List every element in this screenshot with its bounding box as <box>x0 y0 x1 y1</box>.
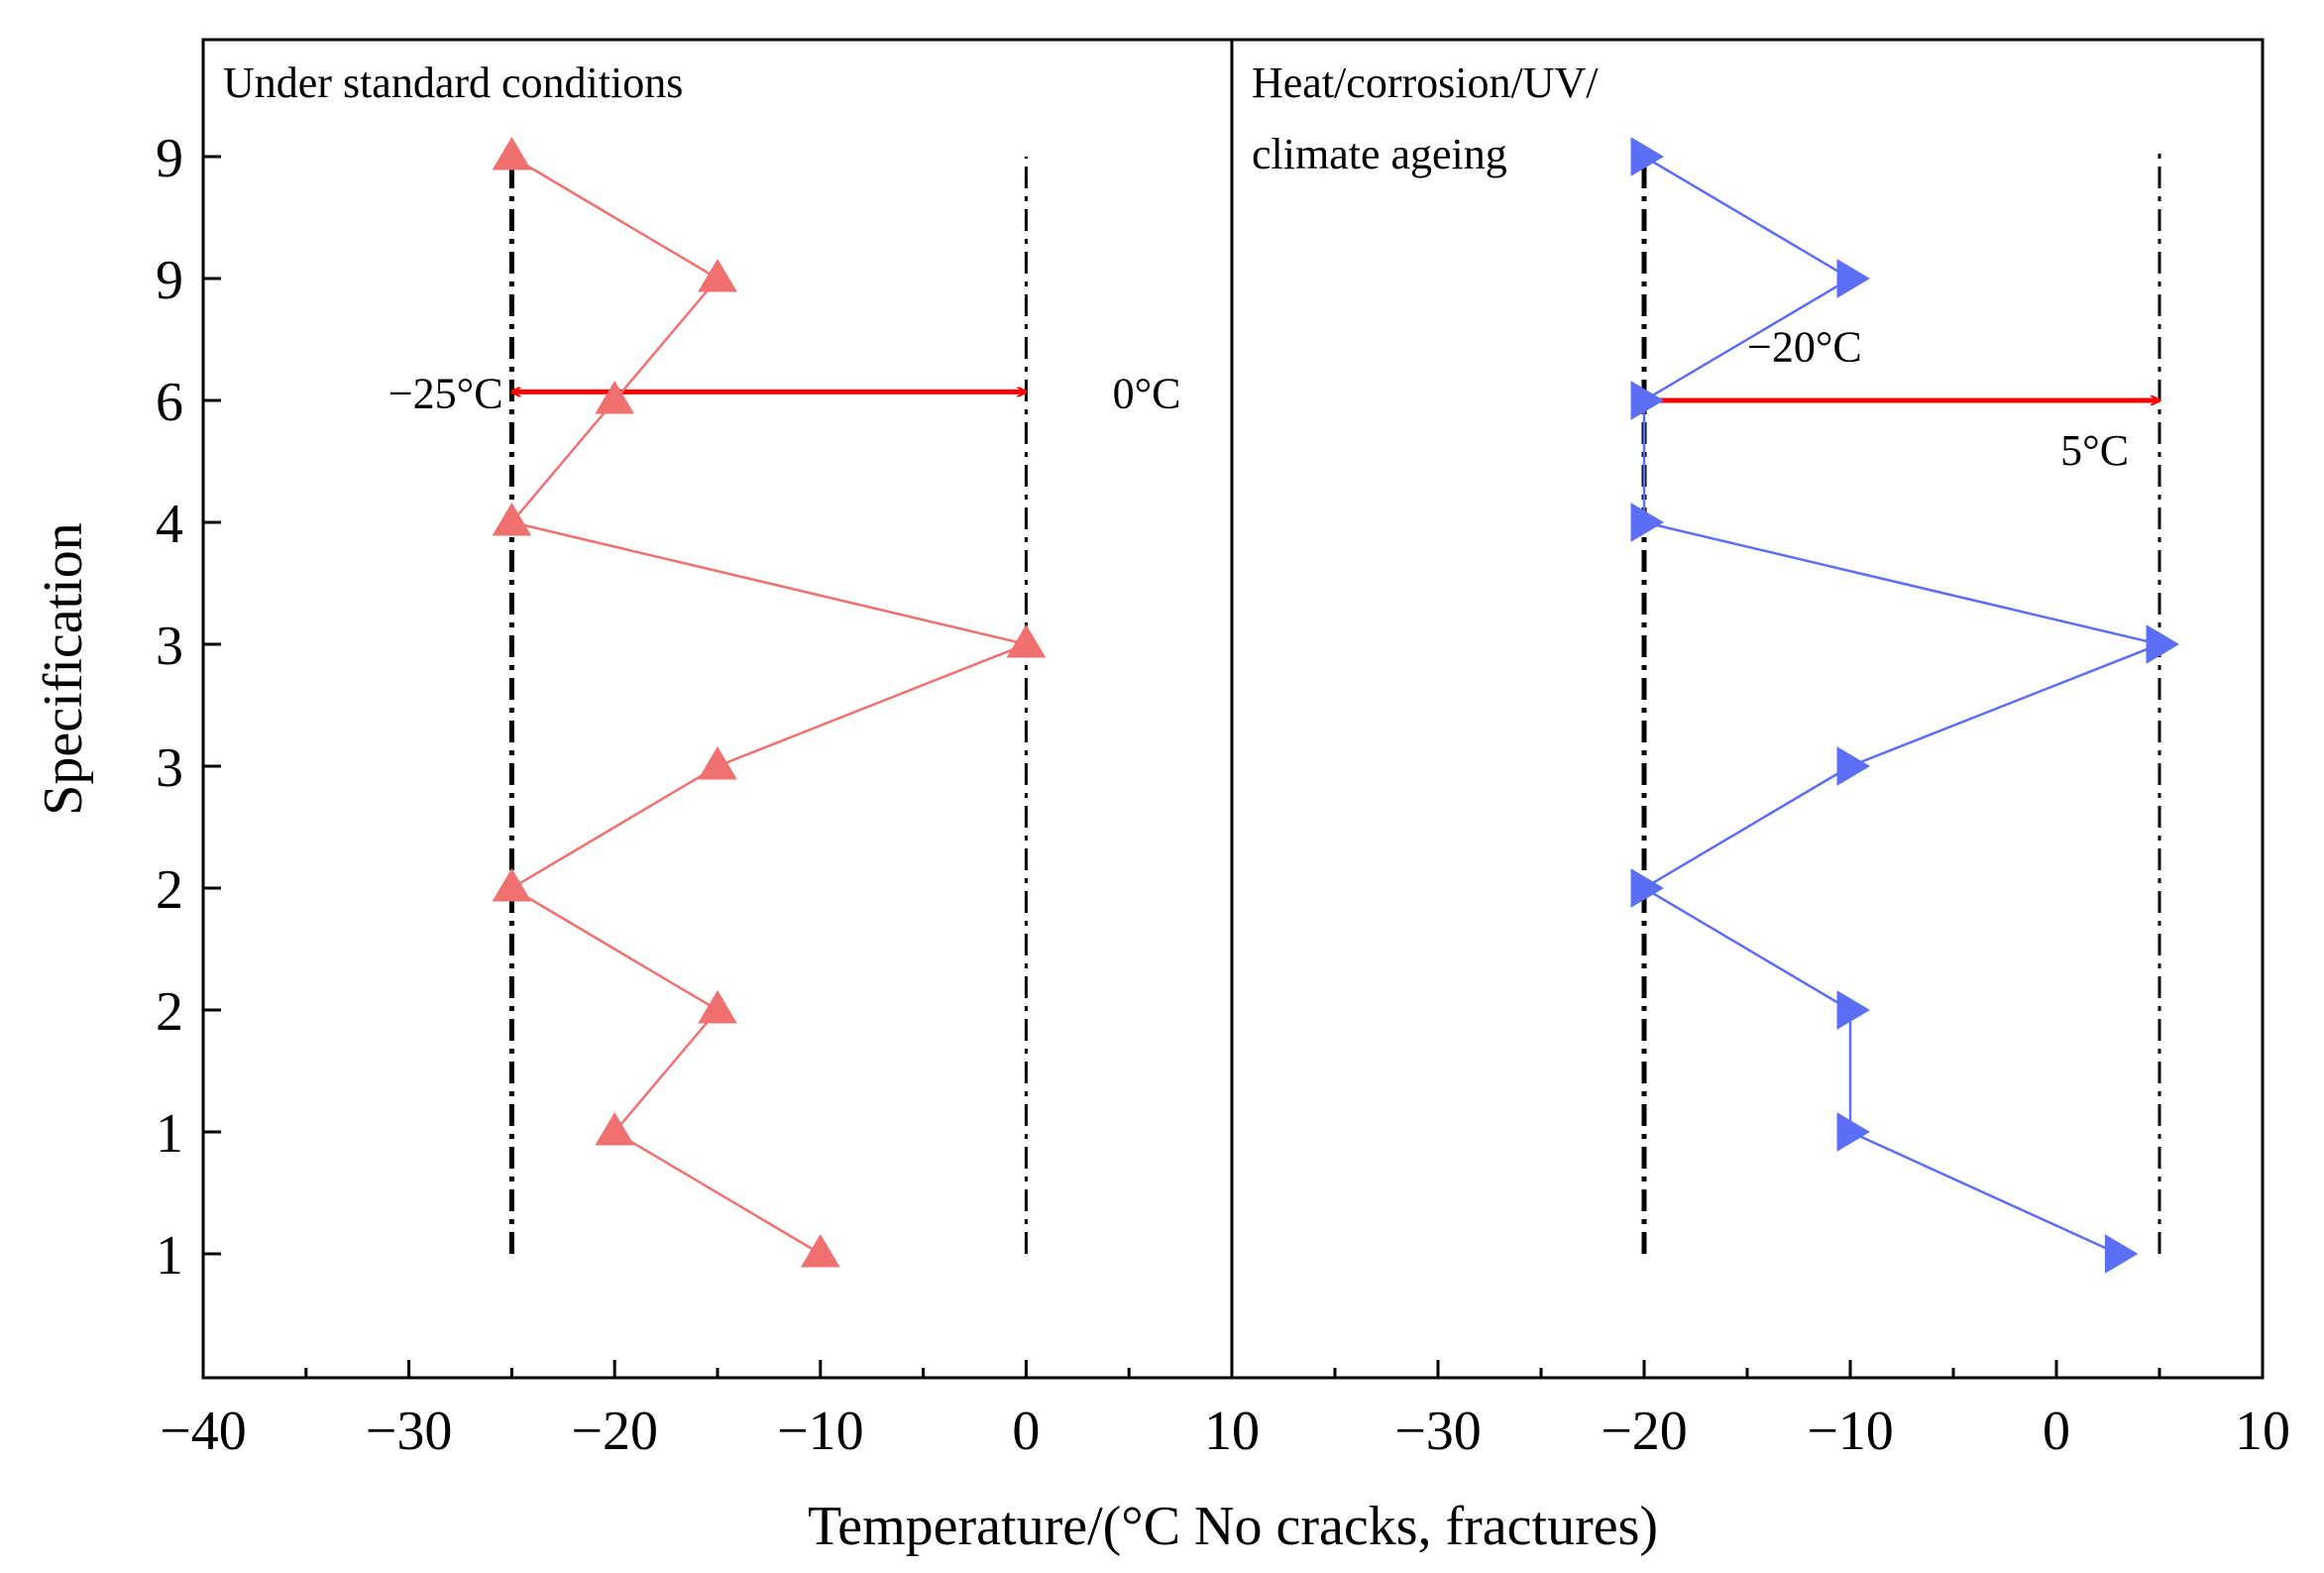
x-tick-label: 10 <box>1204 1401 1260 1462</box>
data-point <box>698 746 737 780</box>
y-tick-label: 3 <box>156 616 183 677</box>
data-point <box>800 1234 840 1268</box>
y-tick-label: 9 <box>156 128 183 189</box>
annotation: −25°C <box>388 369 503 417</box>
y-tick-label: 9 <box>156 250 183 311</box>
panel-title: climate ageing <box>1252 130 1507 178</box>
annotation: 0°C <box>1113 369 1181 417</box>
x-tick-label: −10 <box>777 1401 864 1462</box>
data-point <box>492 868 532 902</box>
y-tick-label: 2 <box>156 859 183 921</box>
x-tick-label: 10 <box>1204 1401 1260 1462</box>
x-tick-label: −20 <box>571 1401 658 1462</box>
y-tick-label: 4 <box>156 494 183 555</box>
x-tick-label: −20 <box>1601 1401 1688 1462</box>
x-tick-label: 0 <box>2043 1401 2070 1462</box>
series-line <box>1641 155 2164 1256</box>
series-line <box>508 155 1031 1256</box>
data-point <box>1836 1112 1870 1152</box>
x-tick-label: −40 <box>160 1401 247 1462</box>
annotation: 5°C <box>2060 426 2129 475</box>
annotation: −20°C <box>1747 323 1862 372</box>
data-point <box>698 990 737 1024</box>
data-point <box>492 503 532 536</box>
y-tick-label: 1 <box>156 1103 183 1165</box>
y-tick-label: 6 <box>156 372 183 433</box>
data-point <box>1630 381 1664 420</box>
data-point <box>1630 503 1664 542</box>
data-point <box>1836 259 1870 298</box>
data-point <box>1630 868 1664 908</box>
x-tick-label: 10 <box>2235 1401 2290 1462</box>
x-tick-label: −10 <box>1807 1401 1894 1462</box>
panel-title: Heat/corrosion/UV/ <box>1252 58 1599 107</box>
data-point <box>698 259 737 292</box>
data-point <box>2146 624 2179 664</box>
y-axis-label: Specification <box>33 522 94 815</box>
x-tick-label: −30 <box>366 1401 453 1462</box>
data-point <box>595 1112 635 1146</box>
x-tick-label: 0 <box>1012 1401 1040 1462</box>
y-tick-label: 2 <box>156 981 183 1043</box>
data-point <box>595 381 635 414</box>
y-tick-label: 1 <box>156 1225 183 1287</box>
data-point <box>1836 746 1870 786</box>
data-point <box>2104 1234 2139 1274</box>
y-tick-label: 3 <box>156 737 183 799</box>
data-point <box>492 137 532 170</box>
x-tick-label: −30 <box>1394 1401 1482 1462</box>
data-point <box>1836 990 1870 1030</box>
x-axis-label: Temperature/(°C No cracks, fractures) <box>808 1496 1658 1557</box>
data-point <box>1006 624 1047 658</box>
panel-title: Under standard conditions <box>223 58 683 107</box>
data-point <box>1630 137 1664 176</box>
